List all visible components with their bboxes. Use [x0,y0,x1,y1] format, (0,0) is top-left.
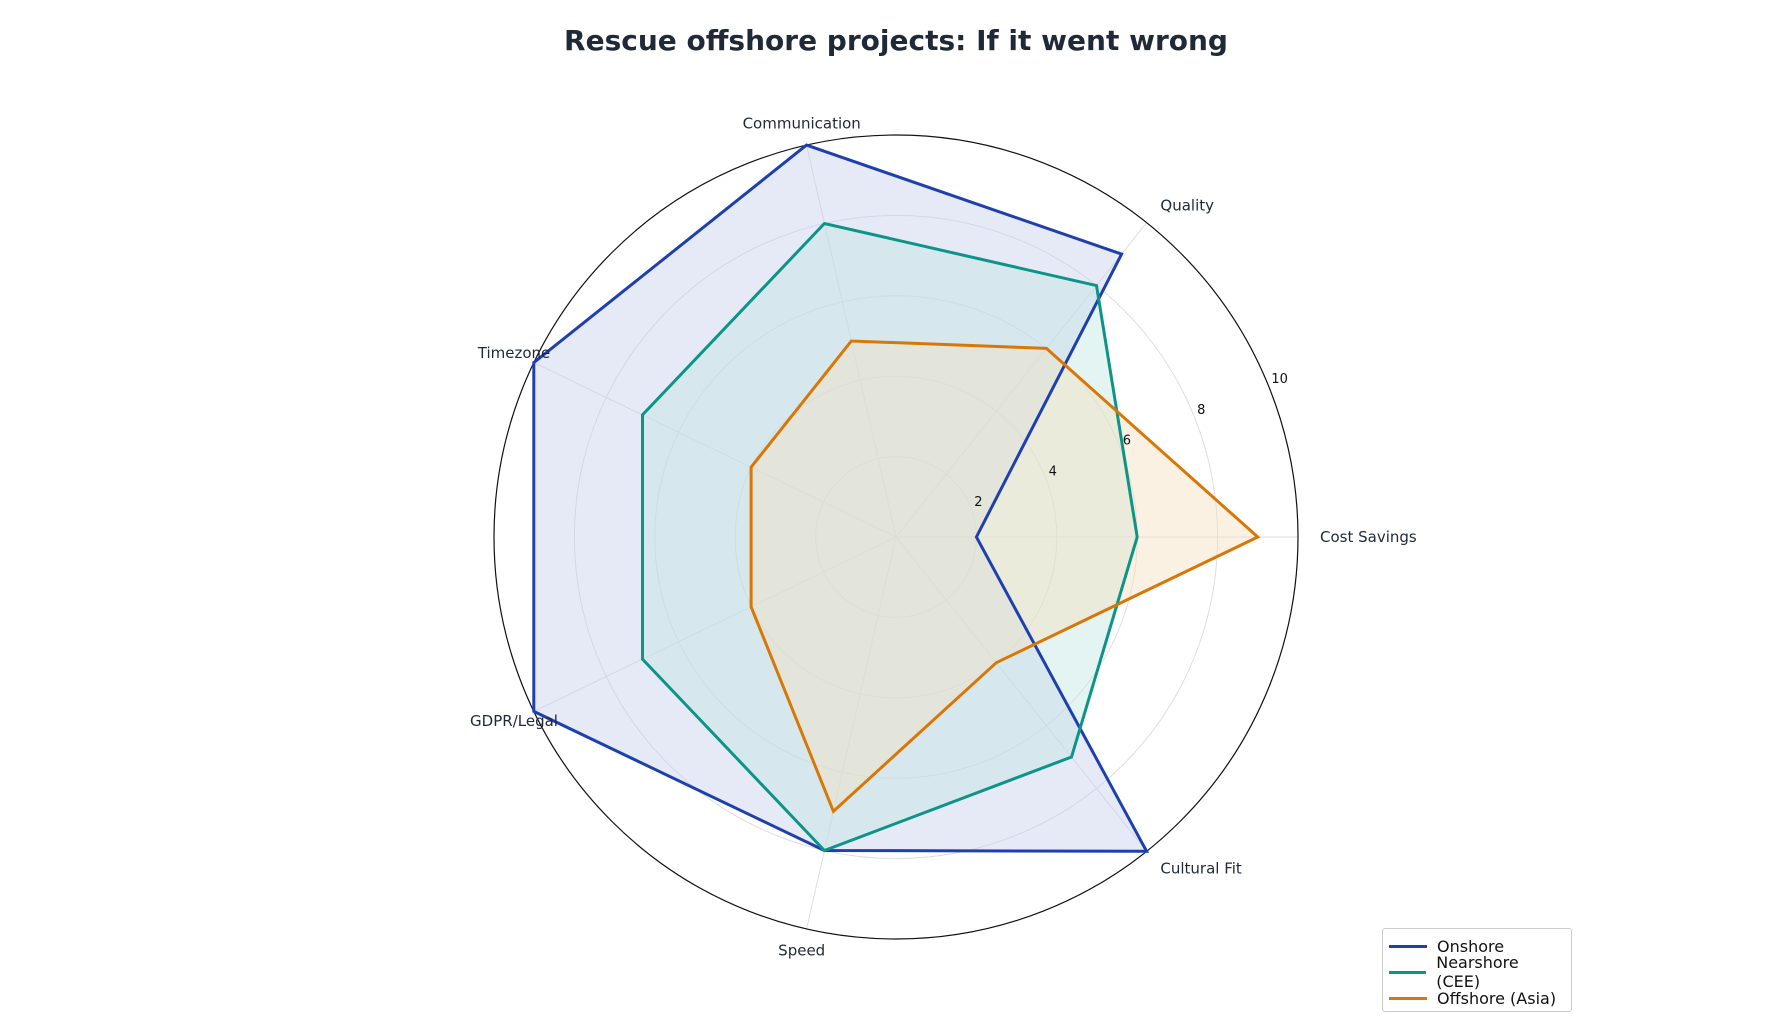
legend-item: Nearshore (CEE) [1389,953,1565,991]
grid-spoke [533,362,897,538]
grid-spoke [806,536,897,930]
grid-spoke [533,536,897,712]
tick-label: 10 [1271,372,1288,387]
series-fill-1 [642,223,1138,851]
legend-item: Onshore [1389,933,1565,959]
axis-label: Cultural Fit [1160,860,1242,878]
grid-spoke [895,222,1148,538]
tick-label: 4 [1049,465,1057,480]
chart-title: Rescue offshore projects: If it went wro… [564,24,1228,57]
legend-label: Onshore [1437,936,1505,956]
legend-label: Nearshore (CEE) [1436,953,1519,991]
series-line-0 [532,143,1150,853]
radar-labels: Cost Savings Quality Communication Timezone… [470,115,1417,960]
grid-spoke [895,536,1148,852]
legend-swatch [1389,996,1427,1000]
axis-label: GDPR/Legal [470,712,558,730]
tick-label: 2 [974,495,982,510]
legend-label: Offshore (Asia) [1437,988,1557,1008]
axis-label: Quality [1160,197,1214,215]
series-line-2 [749,339,1261,814]
axis-label: Cost Savings [1320,528,1417,546]
legend-item: Offshore (Asia) [1389,985,1565,1011]
axis-label: Timezone [477,344,551,362]
tick-label: 8 [1197,403,1205,418]
radar-series [532,143,1261,853]
series-line-1 [641,221,1139,853]
legend: Onshore Nearshore (CEE) Offshore (Asia) [1382,928,1572,1012]
axis-label: Speed [778,941,825,959]
legend-swatch [1389,944,1427,948]
tick-label: 6 [1123,434,1131,449]
series-fill-2 [751,341,1258,812]
axis-label: Communication [743,115,861,133]
radar-frame [493,134,1299,940]
legend-swatch [1389,970,1427,974]
radar-grid [493,134,1299,940]
series-fill-0 [533,145,1147,852]
